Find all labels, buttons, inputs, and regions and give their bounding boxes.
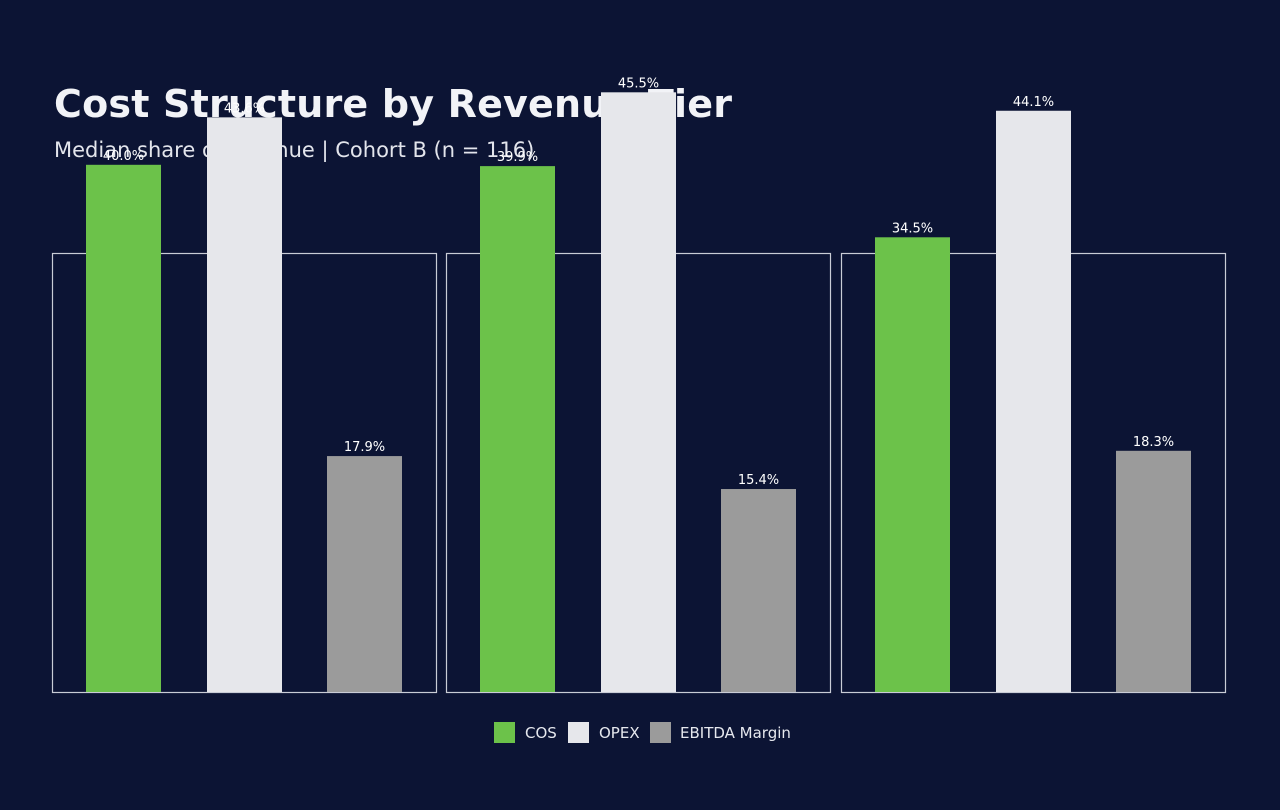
legend-label: OPEX xyxy=(599,724,640,742)
chart-panel: $3M+(n=23)34.5%44.1%18.3% xyxy=(840,95,1227,694)
legend: COS OPEX EBITDA Margin xyxy=(494,722,791,743)
bar-ebitda-margin xyxy=(327,456,402,692)
bar-cos xyxy=(86,164,161,693)
value-label: 40.0% xyxy=(103,149,144,164)
chart-subtitle: Median share of revenue | Cohort B (n = … xyxy=(54,138,535,162)
bar-opex xyxy=(601,92,676,692)
bar-cos xyxy=(875,237,950,693)
chart-panel: <$1M(n=52)40.0%43.6%17.9% xyxy=(51,101,438,694)
bar-ebitda-margin xyxy=(721,489,796,692)
value-label: 43.6% xyxy=(224,101,265,116)
value-label: 44.1% xyxy=(1013,95,1054,110)
value-label: 34.5% xyxy=(892,221,933,236)
legend-swatch xyxy=(494,722,515,743)
bar-ebitda-margin xyxy=(1116,450,1191,692)
legend-swatch xyxy=(568,722,589,743)
bar-opex xyxy=(207,117,282,693)
value-label: 39.9% xyxy=(497,150,538,165)
value-label: 18.3% xyxy=(1133,435,1174,450)
bar-cos xyxy=(480,166,555,693)
chart-panel: $1–3M(n=41)39.9%45.5%15.4% xyxy=(445,76,832,694)
bar-opex xyxy=(996,110,1071,692)
value-label: 17.9% xyxy=(344,440,385,455)
value-label: 45.5% xyxy=(618,76,659,91)
value-label: 15.4% xyxy=(738,473,779,488)
legend-swatch xyxy=(650,722,671,743)
legend-label: EBITDA Margin xyxy=(680,724,791,742)
legend-label: COS xyxy=(525,724,557,742)
